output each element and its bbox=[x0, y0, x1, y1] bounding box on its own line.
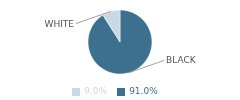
svg-text:BLACK: BLACK bbox=[166, 55, 197, 65]
svg-text:WHITE: WHITE bbox=[44, 19, 74, 29]
html-text:91.0%: 91.0% bbox=[129, 86, 158, 96]
html-text:9.0%: 9.0% bbox=[84, 86, 108, 96]
